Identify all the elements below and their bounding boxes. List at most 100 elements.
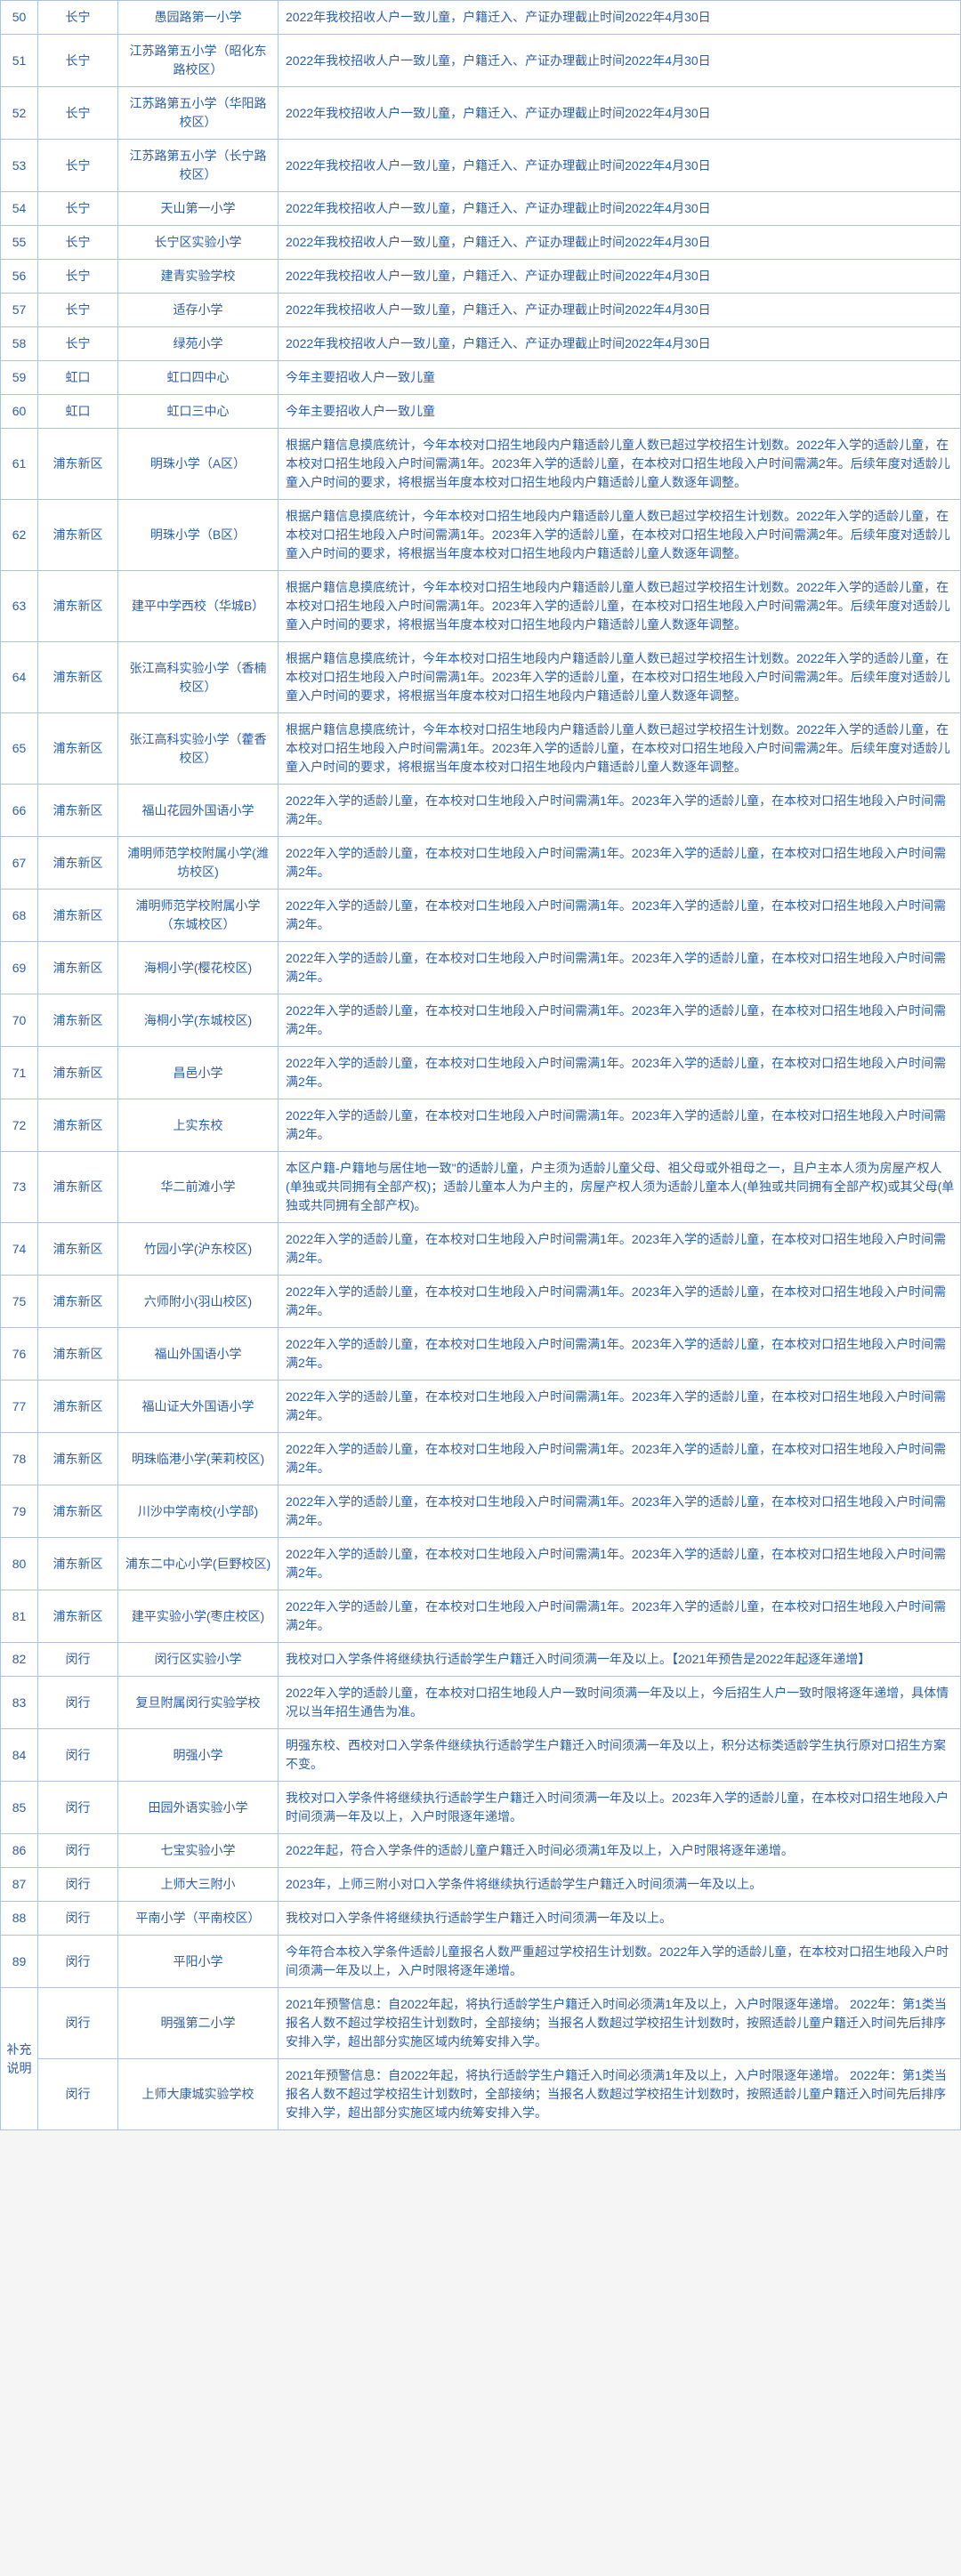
row-district: 闵行	[38, 1988, 118, 2059]
row-index: 79	[1, 1485, 38, 1538]
row-desc: 2022年入学的适龄儿童，在本校对口招生地段人户一致时间须满一年及以上，今后招生…	[279, 1677, 961, 1729]
row-district: 浦东新区	[38, 1590, 118, 1643]
table-row: 67浦东新区浦明师范学校附属小学(潍坊校区)2022年入学的适龄儿童，在本校对口…	[1, 837, 961, 890]
row-desc: 本区户籍-户籍地与居住地一致"的适龄儿童，户主须为适龄儿童父母、祖父母或外祖母之…	[279, 1152, 961, 1223]
row-school: 虹口三中心	[118, 395, 279, 429]
table-row: 81浦东新区建平实验小学(枣庄校区)2022年入学的适龄儿童，在本校对口生地段入…	[1, 1590, 961, 1643]
row-desc: 2022年我校招收人户一致儿童，户籍迁入、产证办理截止时间2022年4月30日	[279, 260, 961, 294]
row-school: 平南小学（平南校区）	[118, 1902, 279, 1936]
row-school: 六师附小(羽山校区)	[118, 1276, 279, 1328]
row-desc: 2021年预警信息：自2022年起，将执行适龄学生户籍迁入时间必须满1年及以上，…	[279, 1988, 961, 2059]
row-school: 华二前滩小学	[118, 1152, 279, 1223]
row-school: 张江高科实验小学（香楠校区）	[118, 642, 279, 713]
row-school: 江苏路第五小学（华阳路校区）	[118, 87, 279, 140]
table-row: 61浦东新区明珠小学（A区）根据户籍信息摸底统计，今年本校对口招生地段内户籍适龄…	[1, 429, 961, 500]
row-index: 75	[1, 1276, 38, 1328]
row-index: 70	[1, 994, 38, 1047]
supplement-row: 闵行上师大康城实验学校2021年预警信息：自2022年起，将执行适龄学生户籍迁入…	[1, 2059, 961, 2130]
table-row: 68浦东新区浦明师范学校附属小学（东城校区）2022年入学的适龄儿童，在本校对口…	[1, 890, 961, 942]
row-index: 51	[1, 35, 38, 87]
row-desc: 2022年我校招收人户一致儿童，户籍迁入、产证办理截止时间2022年4月30日	[279, 192, 961, 226]
table-row: 74浦东新区竹园小学(沪东校区)2022年入学的适龄儿童，在本校对口生地段入户时…	[1, 1223, 961, 1276]
row-desc: 2022年入学的适龄儿童，在本校对口生地段入户时间需满1年。2023年入学的适龄…	[279, 1381, 961, 1433]
row-district: 虹口	[38, 395, 118, 429]
row-desc: 根据户籍信息摸底统计，今年本校对口招生地段内户籍适龄儿童人数已超过学校招生计划数…	[279, 500, 961, 571]
row-school: 上实东校	[118, 1099, 279, 1152]
row-index: 52	[1, 87, 38, 140]
row-desc: 我校对口入学条件将继续执行适龄学生户籍迁入时间须满一年及以上。	[279, 1902, 961, 1936]
row-index: 65	[1, 713, 38, 785]
row-school: 长宁区实验小学	[118, 226, 279, 260]
table-row: 54长宁天山第一小学2022年我校招收人户一致儿童，户籍迁入、产证办理截止时间2…	[1, 192, 961, 226]
row-school: 建平实验小学(枣庄校区)	[118, 1590, 279, 1643]
row-desc: 2022年入学的适龄儿童，在本校对口生地段入户时间需满1年。2023年入学的适龄…	[279, 890, 961, 942]
row-school: 福山证大外国语小学	[118, 1381, 279, 1433]
row-district: 虹口	[38, 361, 118, 395]
table-row: 79浦东新区川沙中学南校(小学部)2022年入学的适龄儿童，在本校对口生地段入户…	[1, 1485, 961, 1538]
row-district: 浦东新区	[38, 642, 118, 713]
row-district: 长宁	[38, 327, 118, 361]
row-school: 明强第二小学	[118, 1988, 279, 2059]
row-index: 77	[1, 1381, 38, 1433]
row-district: 浦东新区	[38, 837, 118, 890]
row-index: 62	[1, 500, 38, 571]
table-row: 85闵行田园外语实验小学我校对口入学条件将继续执行适龄学生户籍迁入时间须满一年及…	[1, 1782, 961, 1834]
table-row: 65浦东新区张江高科实验小学（藿香校区）根据户籍信息摸底统计，今年本校对口招生地…	[1, 713, 961, 785]
row-school: 明珠临港小学(茉莉校区)	[118, 1433, 279, 1485]
table-row: 52长宁江苏路第五小学（华阳路校区）2022年我校招收人户一致儿童，户籍迁入、产…	[1, 87, 961, 140]
row-desc: 2022年我校招收人户一致儿童，户籍迁入、产证办理截止时间2022年4月30日	[279, 294, 961, 327]
row-index: 89	[1, 1936, 38, 1988]
row-district: 浦东新区	[38, 1485, 118, 1538]
row-index: 76	[1, 1328, 38, 1381]
row-index: 88	[1, 1902, 38, 1936]
row-school: 上师大康城实验学校	[118, 2059, 279, 2130]
row-school: 绿苑小学	[118, 327, 279, 361]
row-school: 上师大三附小	[118, 1868, 279, 1902]
table-row: 60虹口虹口三中心今年主要招收人户一致儿童	[1, 395, 961, 429]
row-desc: 2022年入学的适龄儿童，在本校对口生地段入户时间需满1年。2023年入学的适龄…	[279, 1328, 961, 1381]
row-district: 浦东新区	[38, 571, 118, 642]
row-district: 浦东新区	[38, 1328, 118, 1381]
table-row: 87闵行上师大三附小2023年，上师三附小对口入学条件将继续执行适龄学生户籍迁入…	[1, 1868, 961, 1902]
row-school: 江苏路第五小学（长宁路校区）	[118, 140, 279, 192]
row-desc: 根据户籍信息摸底统计，今年本校对口招生地段内户籍适龄儿童人数已超过学校招生计划数…	[279, 713, 961, 785]
row-district: 浦东新区	[38, 785, 118, 837]
row-desc: 2023年，上师三附小对口入学条件将继续执行适龄学生户籍迁入时间须满一年及以上。	[279, 1868, 961, 1902]
table-row: 51长宁江苏路第五小学（昭化东路校区）2022年我校招收人户一致儿童，户籍迁入、…	[1, 35, 961, 87]
row-index: 87	[1, 1868, 38, 1902]
row-district: 浦东新区	[38, 994, 118, 1047]
row-desc: 2022年我校招收人户一致儿童，户籍迁入、产证办理截止时间2022年4月30日	[279, 327, 961, 361]
row-desc: 2022年入学的适龄儿童，在本校对口生地段入户时间需满1年。2023年入学的适龄…	[279, 1433, 961, 1485]
table-row: 76浦东新区福山外国语小学2022年入学的适龄儿童，在本校对口生地段入户时间需满…	[1, 1328, 961, 1381]
row-district: 浦东新区	[38, 1223, 118, 1276]
row-school: 张江高科实验小学（藿香校区）	[118, 713, 279, 785]
row-desc: 2022年我校招收人户一致儿童，户籍迁入、产证办理截止时间2022年4月30日	[279, 87, 961, 140]
row-district: 闵行	[38, 1677, 118, 1729]
row-index: 60	[1, 395, 38, 429]
row-district: 闵行	[38, 1643, 118, 1677]
row-school: 昌邑小学	[118, 1047, 279, 1099]
row-desc: 2022年入学的适龄儿童，在本校对口生地段入户时间需满1年。2023年入学的适龄…	[279, 1276, 961, 1328]
row-desc: 2021年预警信息：自2022年起，将执行适龄学生户籍迁入时间必须满1年及以上，…	[279, 2059, 961, 2130]
row-desc: 2022年我校招收人户一致儿童，户籍迁入、产证办理截止时间2022年4月30日	[279, 35, 961, 87]
row-school: 福山花园外国语小学	[118, 785, 279, 837]
row-district: 闵行	[38, 2059, 118, 2130]
row-index: 61	[1, 429, 38, 500]
table-row: 80浦东新区浦东二中心小学(巨野校区)2022年入学的适龄儿童，在本校对口生地段…	[1, 1538, 961, 1590]
row-district: 浦东新区	[38, 1381, 118, 1433]
row-desc: 2022年入学的适龄儿童，在本校对口生地段入户时间需满1年。2023年入学的适龄…	[279, 785, 961, 837]
row-school: 明珠小学（B区）	[118, 500, 279, 571]
row-district: 浦东新区	[38, 429, 118, 500]
row-school: 浦明师范学校附属小学（东城校区）	[118, 890, 279, 942]
row-index: 82	[1, 1643, 38, 1677]
row-district: 闵行	[38, 1868, 118, 1902]
row-district: 长宁	[38, 192, 118, 226]
table-row: 63浦东新区建平中学西校（华城B）根据户籍信息摸底统计，今年本校对口招生地段内户…	[1, 571, 961, 642]
row-desc: 我校对口入学条件将继续执行适龄学生户籍迁入时间须满一年及以上。2023年入学的适…	[279, 1782, 961, 1834]
row-index: 59	[1, 361, 38, 395]
supplement-row: 补充说明闵行明强第二小学2021年预警信息：自2022年起，将执行适龄学生户籍迁…	[1, 1988, 961, 2059]
row-district: 浦东新区	[38, 1152, 118, 1223]
row-district: 浦东新区	[38, 1099, 118, 1152]
table-row: 75浦东新区六师附小(羽山校区)2022年入学的适龄儿童，在本校对口生地段入户时…	[1, 1276, 961, 1328]
row-district: 闵行	[38, 1936, 118, 1988]
